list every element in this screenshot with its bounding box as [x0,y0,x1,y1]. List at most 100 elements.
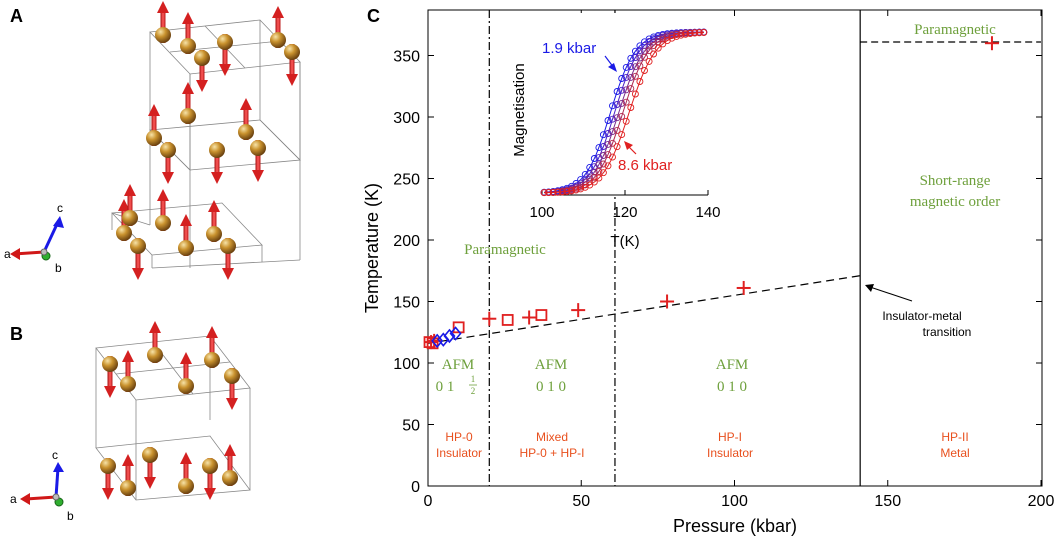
spin-arrow-head [104,386,116,398]
spin-arrow-head [252,170,264,182]
spin-site [120,350,136,392]
data-point-diamond [443,328,456,344]
spin-site [102,356,118,398]
axis-triad-b: a c b [10,448,74,523]
inset-curve-point [659,40,667,48]
spin-site [238,98,254,140]
inset-curve-point [631,72,639,80]
inset-curve-point [563,188,571,195]
label-afm-vec-2: 0 1 0 [536,379,566,395]
label-afm-1: AFM [442,357,475,373]
inset-curve-point [590,178,598,186]
data-point-cross [984,36,999,51]
spin-arrow-head [219,64,231,76]
spin-site [147,321,163,363]
label-hpii-2: Metal [940,446,969,460]
inset-curve-point [673,32,680,40]
label-hpi-2: Insulator [707,446,753,460]
inset-curve-point [695,29,703,37]
spin-site [209,142,225,184]
inset-curve-point [554,188,562,196]
atom [178,240,194,256]
inset-curve-point [618,99,626,107]
inset-curve-point [581,183,589,191]
spin-site [250,140,266,182]
y-tick-label: 300 [393,110,420,127]
inset-curve-point [545,189,553,197]
y-tick-label: 0 [411,479,420,496]
axis-a-label-b: a [10,492,17,506]
atom [178,478,194,494]
atom [222,470,238,486]
atom [194,50,210,66]
inset-curve-point [609,128,616,136]
inset-curve-point [641,53,648,61]
inset-curve-point [618,112,626,120]
inset-curve-point [595,168,603,175]
inset-curve-point [595,154,603,162]
spin-arrow-head [182,12,194,24]
inset-curve-point [700,29,708,37]
axis-a-label: a [4,247,11,261]
spin-site [116,199,132,241]
label-afm-vec-3: 0 1 0 [717,379,747,395]
inset-curve-point [622,117,630,125]
inset-arrowhead-high [624,141,633,150]
inset-curve-point [682,30,690,38]
label-hpi-1: HP-I [718,430,742,444]
inset-curve-point [595,174,603,182]
inset-magnetisation-plot: 100 120 140 Magnetisation T(K) 1.9 kbar 8.… [511,13,721,250]
spin-site [142,447,158,489]
spin-site [194,50,210,92]
data-point-cross [482,311,497,326]
crystal-structure-a [111,1,301,280]
atom [209,142,225,158]
inset-curve-point [618,86,626,94]
spin-arrow-head [144,477,156,489]
inset-curve-point [618,75,626,82]
inset-curve-point [636,42,644,50]
spin-arrow-head [122,350,134,362]
spin-site [160,142,176,184]
inset-curve-point [581,170,589,178]
label-short-range-2: magnetic order [910,194,1000,210]
inset-curve-point [618,131,626,139]
spin-site [146,104,162,146]
spin-arrow-head [118,199,130,211]
inset-curve [540,29,708,197]
spin-arrow-head [222,268,234,280]
x-tick-label: 0 [424,493,433,510]
atom [284,44,300,60]
spin-arrow-head [180,214,192,226]
label-afm-frac-den: 2 [471,386,476,396]
spin-arrow-head [211,172,223,184]
label-afm-2: AFM [535,357,568,373]
spin-arrow-head [204,488,216,500]
atom [120,480,136,496]
spin-site [155,1,171,43]
x-tick-label: 50 [572,493,590,510]
inset-curve-point [627,85,635,93]
label-afm-frac-num: 1 [471,374,476,384]
inset-curve-point [627,54,635,62]
spin-arrow-head [286,74,298,86]
label-mixed-1: Mixed [536,430,568,444]
inset-curve-point [622,86,630,94]
imt-arrow-head [865,284,874,292]
inset-curve-point [581,181,589,189]
crystal-structure-b [95,321,251,501]
inset-curve-point [599,169,607,177]
spin-arrow-head [157,1,169,13]
inset-curve-point [595,144,603,152]
inset-curve-point [663,33,671,41]
phase-diagram: 0 50 100 150 200 0 50 100 150 200 250 300 350 Press… [362,9,1054,536]
spin-arrow-head [122,454,134,466]
spin-site [202,458,218,500]
axis-b-label-b: b [67,509,74,523]
atom [217,34,233,50]
spin-site [180,82,196,124]
inset-curve-point [599,160,607,168]
inset-curve-point [659,35,667,43]
inset-x-tick-label: 100 [529,204,554,221]
atom [142,447,158,463]
